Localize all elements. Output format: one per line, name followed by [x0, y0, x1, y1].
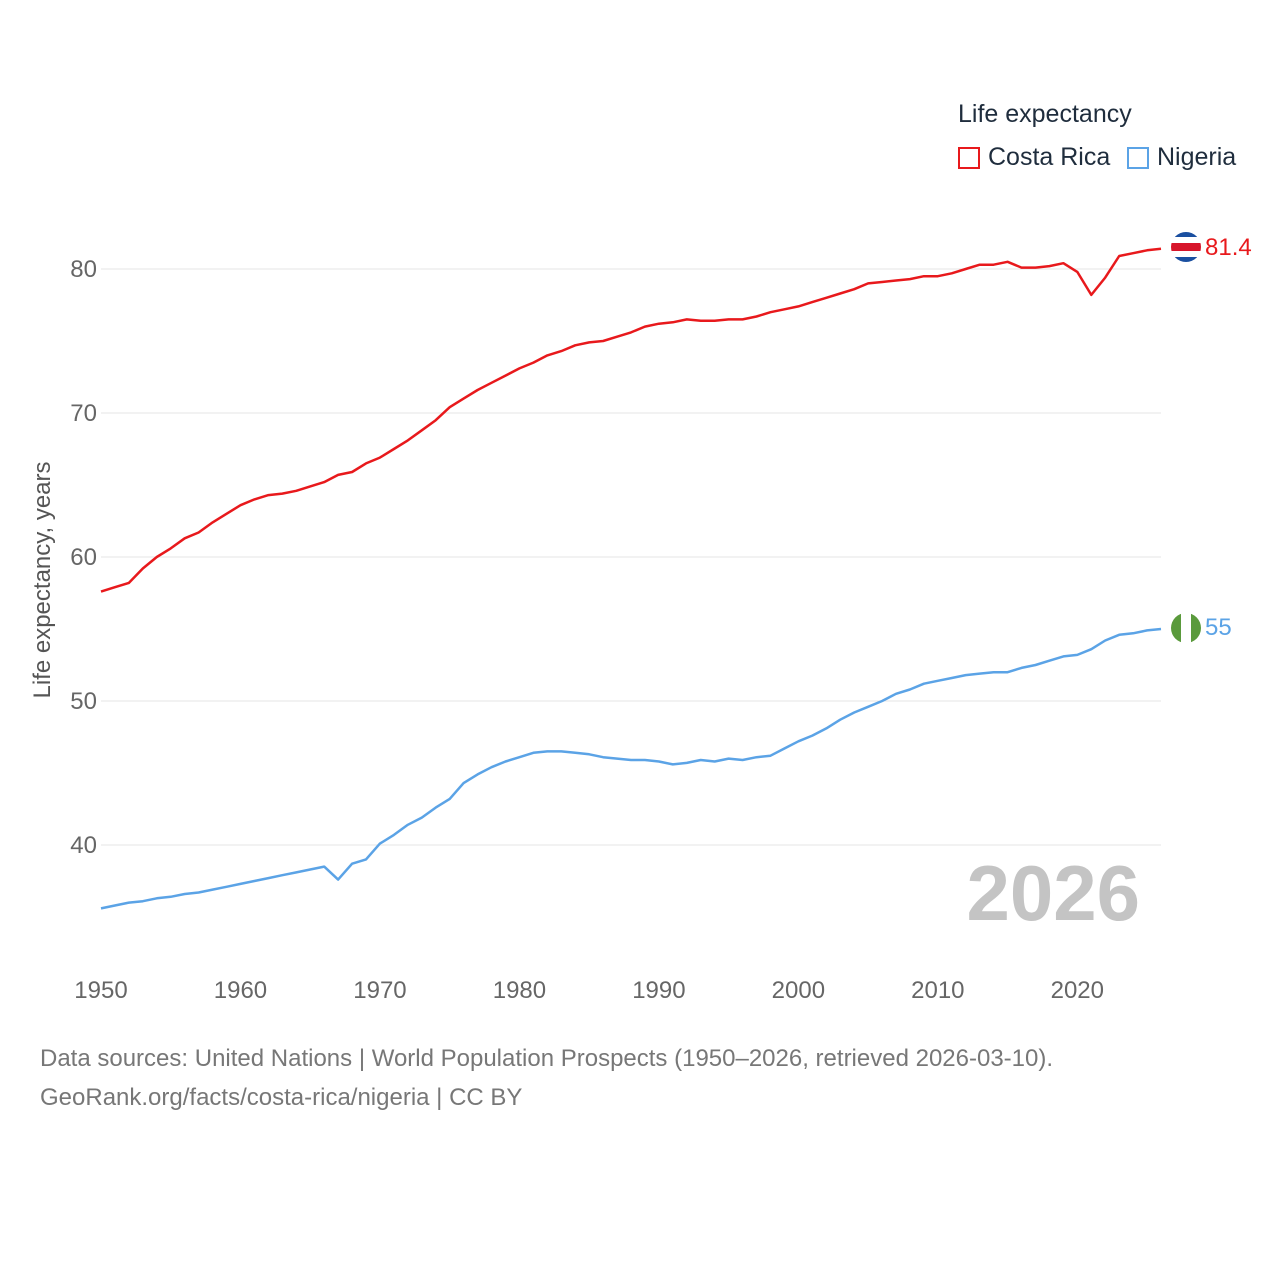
nigeria-flag-icon — [1171, 613, 1201, 643]
footer-credit: GeoRank.org/facts/costa-rica/nigeria | C… — [40, 1084, 523, 1111]
footer-sources: Data sources: United Nations | World Pop… — [40, 1045, 1054, 1072]
y-tick-label: 60 — [70, 544, 97, 571]
y-tick-label: 70 — [70, 400, 97, 427]
x-tick-label: 2000 — [772, 977, 825, 1004]
y-tick-label: 80 — [70, 256, 97, 283]
series-line-nigeria[interactable] — [100, 627, 1162, 910]
x-tick-label: 2010 — [911, 977, 964, 1004]
x-axis-ticks: 1950 1960 1970 1980 1990 2000 2010 2020 — [74, 977, 1104, 1004]
series-line-costa-rica[interactable] — [100, 247, 1162, 593]
x-tick-label: 1960 — [214, 977, 267, 1004]
legend-title: Life expectancy — [958, 100, 1132, 128]
nigeria-end-label: 55 — [1205, 614, 1232, 641]
costa-rica-flag-icon — [1171, 232, 1201, 262]
y-axis-ticks: 40 50 60 70 80 — [70, 256, 97, 859]
series-lines — [100, 247, 1162, 910]
x-tick-label: 2020 — [1051, 977, 1104, 1004]
legend-label-costa-rica: Costa Rica — [988, 143, 1111, 171]
x-tick-label: 1950 — [74, 977, 127, 1004]
gridlines — [101, 268, 1161, 846]
x-tick-label: 1990 — [632, 977, 685, 1004]
legend-item-costa-rica[interactable]: Costa Rica — [958, 143, 1110, 172]
costa-rica-end-label: 81.4 — [1205, 234, 1252, 261]
year-watermark: 2026 — [966, 849, 1140, 937]
y-tick-label: 40 — [70, 832, 97, 859]
x-tick-label: 1980 — [493, 977, 546, 1004]
y-axis-label: Life expectancy, years — [29, 461, 56, 698]
y-tick-label: 50 — [70, 688, 97, 715]
legend-swatch-costa-rica — [958, 146, 980, 169]
legend-label-nigeria: Nigeria — [1157, 143, 1237, 171]
legend-item-nigeria[interactable]: Nigeria — [1127, 143, 1236, 172]
legend-swatch-nigeria — [1127, 146, 1149, 169]
x-tick-label: 1970 — [353, 977, 406, 1004]
